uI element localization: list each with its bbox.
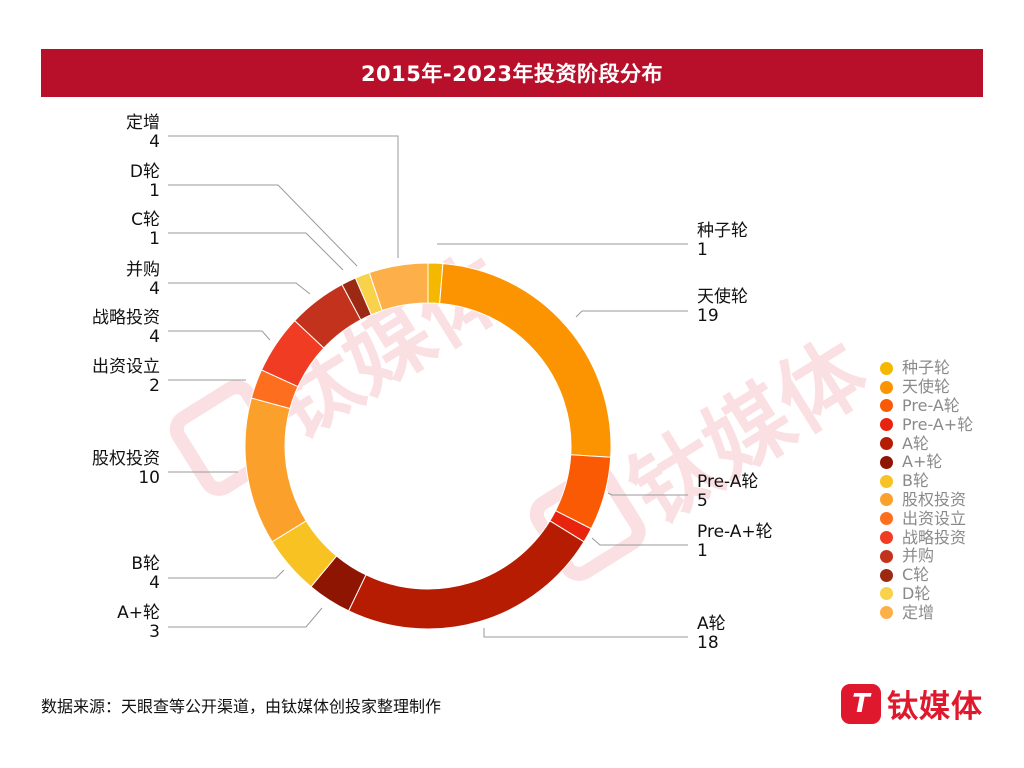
legend-item: D轮: [880, 585, 1010, 604]
source-note: 数据来源：天眼查等公开渠道，由钛媒体创投家整理制作: [41, 697, 442, 716]
slice-value-label: 5: [697, 491, 708, 511]
slice-label: B轮: [131, 554, 160, 574]
legend-item: 股权投资: [880, 491, 1010, 510]
slice-value-label: 19: [697, 306, 719, 326]
legend-swatch: [880, 380, 893, 394]
slice-label: 种子轮: [697, 221, 748, 241]
leader-line: [575, 310, 688, 318]
brand-name: 钛媒体: [887, 689, 983, 725]
legend-item: Pre-A轮: [880, 397, 1010, 416]
brand-logo-icon: T: [841, 683, 881, 724]
legend-label: B轮: [902, 471, 929, 491]
legend-swatch: [880, 587, 893, 601]
legend-swatch: [880, 418, 893, 432]
legend-item: A+轮: [880, 453, 1010, 472]
legend-swatch: [880, 493, 893, 507]
leader-line: [607, 492, 688, 496]
legend-item: B轮: [880, 472, 1010, 491]
slice-value-label: 1: [149, 181, 160, 201]
leader-line: [168, 330, 271, 341]
slice-value-label: 4: [149, 327, 160, 347]
slice-label: Pre-A+轮: [697, 522, 773, 542]
donut-slice: [244, 397, 307, 543]
slice-label: D轮: [130, 162, 160, 182]
brand-logo: T 钛媒体: [841, 681, 983, 726]
legend-swatch: [880, 512, 893, 526]
legend-item: Pre-A+轮: [880, 415, 1010, 434]
legend-swatch: [880, 531, 893, 545]
slice-value-label: 1: [697, 541, 708, 561]
slice-value-label: 4: [149, 279, 160, 299]
slice-label: 战略投资: [92, 308, 160, 328]
legend-label: Pre-A+轮: [902, 414, 974, 434]
leader-line: [168, 607, 323, 628]
leader-line: [483, 628, 688, 638]
chart-title: 2015年-2023年投资阶段分布: [360, 62, 664, 86]
legend-label: 战略投资: [902, 527, 967, 547]
chart-legend: 种子轮 天使轮 Pre-A轮 Pre-A+轮 A轮 A+轮 B轮 股权投资 出资设立 战略投资 并购…: [880, 359, 1010, 622]
slice-value-label: 1: [149, 229, 160, 249]
title-bar: 2015年-2023年投资阶段分布: [41, 49, 983, 97]
legend-item: 战略投资: [880, 528, 1010, 547]
legend-swatch: [880, 361, 893, 375]
legend-swatch: [880, 399, 893, 413]
slice-value-label: 10: [138, 468, 160, 488]
legend-label: D轮: [902, 583, 931, 603]
legend-label: 定增: [902, 602, 935, 622]
slice-label: 出资设立: [92, 357, 160, 377]
legend-item: 种子轮: [880, 359, 1010, 378]
donut-slice: [368, 262, 429, 312]
legend-item: 定增: [880, 603, 1010, 622]
slice-label: 并购: [126, 260, 160, 280]
leader-line: [168, 232, 344, 271]
legend-swatch: [880, 474, 893, 488]
legend-label: 并购: [902, 546, 935, 566]
legend-label: 股权投资: [902, 489, 967, 509]
legend-item: C轮: [880, 566, 1010, 585]
leader-line: [168, 135, 399, 258]
legend-item: 并购: [880, 547, 1010, 566]
leader-line: [168, 569, 285, 579]
donut-slice: [439, 263, 612, 458]
legend-label: A+轮: [902, 452, 943, 472]
slice-label: A轮: [697, 614, 726, 634]
leader-line: [168, 282, 311, 295]
legend-label: A轮: [902, 433, 929, 453]
slice-value-label: 1: [697, 240, 708, 260]
legend-label: 种子轮: [902, 358, 951, 378]
legend-swatch: [880, 455, 893, 469]
slice-label: 定增: [126, 113, 160, 133]
slice-value-label: 2: [149, 376, 160, 396]
slice-value-label: 3: [149, 622, 160, 642]
legend-swatch: [880, 568, 893, 582]
legend-label: 天使轮: [902, 377, 951, 397]
donut-slice: [347, 520, 585, 630]
legend-swatch: [880, 606, 893, 620]
slice-label: C轮: [131, 210, 160, 230]
slice-label: 天使轮: [697, 286, 748, 307]
leader-line: [591, 537, 688, 546]
legend-item: A轮: [880, 434, 1010, 453]
slice-label: 股权投资: [92, 449, 160, 469]
legend-swatch: [880, 437, 893, 451]
legend-label: 出资设立: [902, 508, 967, 528]
legend-label: Pre-A轮: [902, 395, 960, 415]
slice-value-label: 4: [149, 132, 160, 152]
legend-swatch: [880, 549, 893, 563]
slice-value-label: 18: [697, 633, 719, 653]
slice-label: Pre-A轮: [697, 472, 758, 492]
legend-item: 天使轮: [880, 378, 1010, 397]
leader-line: [168, 184, 358, 267]
slice-value-label: 4: [149, 573, 160, 593]
legend-label: C轮: [902, 565, 930, 585]
slice-label: A+轮: [117, 603, 160, 623]
legend-item: 出资设立: [880, 509, 1010, 528]
